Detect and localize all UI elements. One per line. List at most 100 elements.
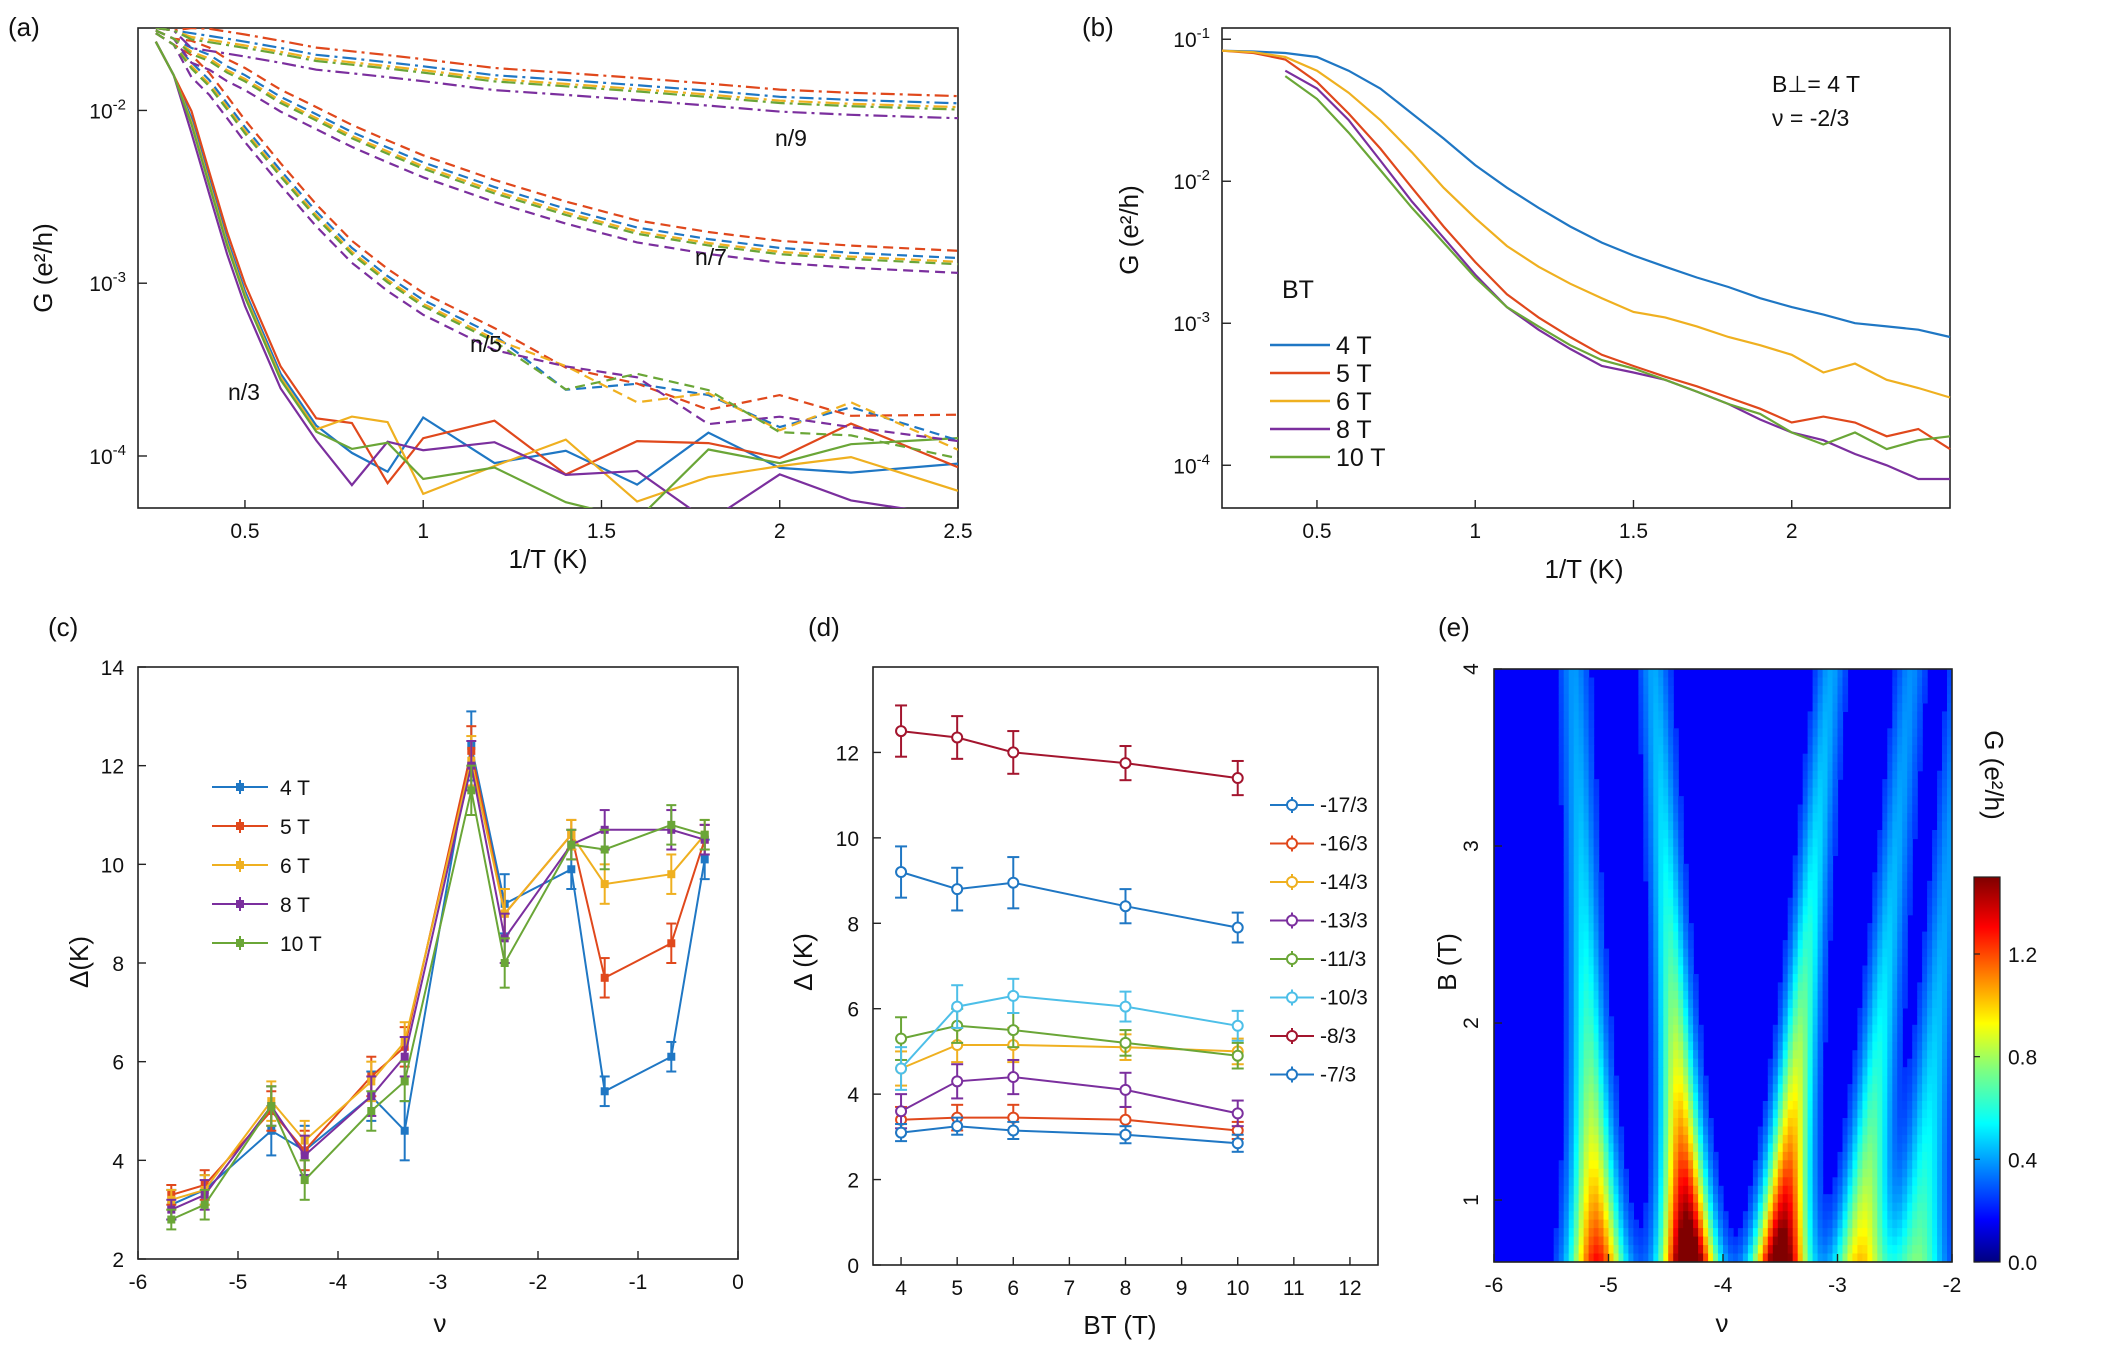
heatmap-cell xyxy=(1757,1126,1764,1136)
heatmap-cell xyxy=(1807,948,1814,958)
heatmap-cell xyxy=(1897,872,1903,882)
heatmap-cell xyxy=(1698,1185,1704,1195)
heatmap-cell xyxy=(1658,957,1664,967)
heatmap-cell xyxy=(1563,685,1570,695)
heatmap-cell xyxy=(1678,855,1684,865)
y-tick-label: 10-2 xyxy=(1173,167,1210,194)
heatmap-cell xyxy=(1583,1143,1590,1153)
heatmap-cell xyxy=(1593,948,1600,958)
heatmap-cell xyxy=(1588,1211,1595,1221)
heatmap-cell xyxy=(1668,796,1674,806)
heatmap-cell xyxy=(1812,1236,1819,1246)
heatmap-cell xyxy=(1867,1007,1873,1017)
heatmap-cell xyxy=(1882,906,1888,916)
legend-label: -14/3 xyxy=(1320,871,1368,894)
heatmap-cell xyxy=(1698,1134,1704,1144)
heatmap-cell xyxy=(1937,1067,1943,1077)
heatmap-cell xyxy=(1892,1253,1898,1262)
heatmap-cell xyxy=(1897,753,1903,763)
heatmap-cell xyxy=(1613,1202,1620,1212)
heatmap-cell xyxy=(1628,1245,1634,1255)
heatmap-cell xyxy=(1663,974,1669,984)
heatmap-cell xyxy=(1757,1245,1764,1255)
heatmap-cell xyxy=(1698,1041,1704,1051)
heatmap-cell xyxy=(1832,813,1839,823)
heatmap-cell xyxy=(1713,1228,1719,1238)
heatmap-cell xyxy=(1782,1143,1789,1153)
heatmap-cell xyxy=(1832,1177,1839,1187)
heatmap-cell xyxy=(1553,1253,1560,1262)
heatmap-cell xyxy=(1857,1185,1863,1195)
data-point xyxy=(700,855,709,864)
heatmap-cell xyxy=(1568,974,1575,984)
series-n-3-line xyxy=(154,41,958,503)
heatmap-cell xyxy=(1797,923,1804,933)
heatmap-cell xyxy=(1887,940,1893,950)
heatmap-cell xyxy=(1897,1126,1903,1136)
heatmap-cell xyxy=(1563,830,1570,840)
heatmap-cell xyxy=(1573,1253,1580,1262)
heatmap-cell xyxy=(1573,702,1580,712)
heatmap-cell xyxy=(1583,821,1590,831)
heatmap-cell xyxy=(1777,1024,1784,1034)
heatmap-cell xyxy=(1663,669,1669,679)
heatmap-cell xyxy=(1902,1245,1908,1255)
heatmap-cell xyxy=(1623,1177,1629,1187)
heatmap-cell xyxy=(1668,669,1674,679)
heatmap-cell xyxy=(1608,1118,1615,1128)
heatmap-cell xyxy=(1583,1219,1590,1229)
heatmap-cell xyxy=(1718,1194,1724,1204)
heatmap-cell xyxy=(1563,1033,1570,1043)
heatmap-cell xyxy=(1573,889,1580,899)
heatmap-cell xyxy=(1807,796,1814,806)
heatmap-cell xyxy=(1912,1219,1918,1229)
heatmap-cell xyxy=(1603,1168,1610,1178)
heatmap-cell xyxy=(1802,1228,1809,1238)
heatmap-cell xyxy=(1563,1134,1570,1144)
heatmap-cell xyxy=(1787,1007,1794,1017)
heatmap-cell xyxy=(1932,855,1938,865)
heatmap-cell xyxy=(1792,1185,1799,1195)
heatmap-cell xyxy=(1583,796,1590,806)
heatmap-cell xyxy=(1573,897,1580,907)
heatmap-cell xyxy=(1827,1253,1834,1262)
heatmap-cell xyxy=(1892,1219,1898,1229)
heatmap-cell xyxy=(1817,1109,1824,1119)
heatmap-cell xyxy=(1618,1219,1625,1229)
heatmap-cell xyxy=(1917,1168,1923,1178)
heatmap-cell xyxy=(1882,982,1888,992)
heatmap-cell xyxy=(1593,990,1600,1000)
heatmap-cell xyxy=(1792,931,1799,941)
heatmap-cell xyxy=(1797,1134,1804,1144)
heatmap-cell xyxy=(1578,1075,1585,1085)
heatmap-cell xyxy=(1782,1050,1789,1060)
data-point xyxy=(667,820,676,829)
panel-d-ylabel: Δ (K) xyxy=(788,933,818,991)
heatmap-cell xyxy=(1812,736,1819,746)
heatmap-cell xyxy=(1812,685,1819,695)
heatmap-cell xyxy=(1912,1143,1918,1153)
heatmap-cell xyxy=(1872,1118,1878,1128)
heatmap-cell xyxy=(1573,1236,1580,1246)
heatmap-cell xyxy=(1907,787,1913,797)
heatmap-cell xyxy=(1688,974,1694,984)
heatmap-cell xyxy=(1897,1228,1903,1238)
heatmap-cell xyxy=(1817,906,1824,916)
heatmap-cell xyxy=(1673,872,1679,882)
series-8T-line xyxy=(170,765,705,1211)
heatmap-cell xyxy=(1653,1168,1659,1178)
heatmap-cell xyxy=(1568,1168,1575,1178)
heatmap-cell xyxy=(1573,906,1580,916)
heatmap-cell xyxy=(1698,1253,1704,1262)
heatmap-cell xyxy=(1673,855,1679,865)
heatmap-cell xyxy=(1887,1118,1893,1128)
heatmap-cell xyxy=(1797,872,1804,882)
heatmap-cell xyxy=(1902,1253,1908,1262)
heatmap-cell xyxy=(1902,1084,1908,1094)
heatmap-cell xyxy=(1932,1194,1938,1204)
heatmap-cell xyxy=(1937,1109,1943,1119)
series-n-9-line xyxy=(155,28,958,98)
heatmap-cell xyxy=(1942,1067,1948,1077)
heatmap-cell xyxy=(1802,863,1809,873)
heatmap-cell xyxy=(1593,1202,1600,1212)
